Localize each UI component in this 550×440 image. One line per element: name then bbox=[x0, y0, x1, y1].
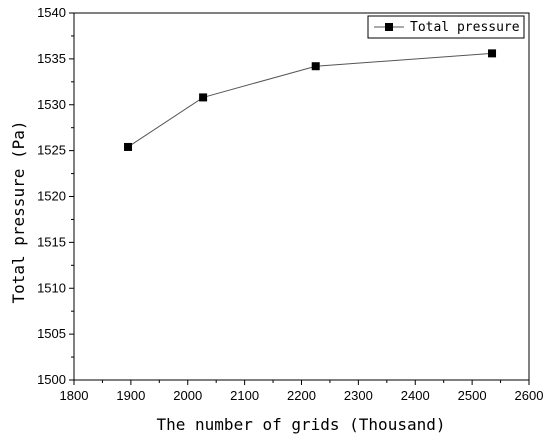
x-tick-label: 1800 bbox=[60, 388, 89, 403]
x-tick-label: 2000 bbox=[173, 388, 202, 403]
y-tick-label: 1540 bbox=[37, 5, 66, 20]
y-tick-label: 1530 bbox=[37, 97, 66, 112]
y-tick-labels: 1500 1505 1510 1515 1520 1525 1530 1535 1540 bbox=[37, 5, 66, 387]
legend-label: Total pressure bbox=[410, 20, 520, 35]
axis-ticks bbox=[69, 12, 530, 385]
series-layer bbox=[124, 49, 497, 151]
x-tick-label: 2200 bbox=[287, 388, 316, 403]
data-point bbox=[488, 49, 497, 58]
x-axis-title: The number of grids (Thousand) bbox=[157, 415, 446, 434]
x-tick-label: 1900 bbox=[116, 388, 145, 403]
y-tick-label: 1500 bbox=[37, 372, 66, 387]
x-tick-label: 2400 bbox=[401, 388, 430, 403]
y-tick-label: 1515 bbox=[37, 234, 66, 249]
x-tick-labels: 1800 1900 2000 2100 2200 2300 2400 2500 2600 bbox=[60, 388, 544, 403]
y-tick-label: 1535 bbox=[37, 51, 66, 66]
x-tick-label: 2100 bbox=[230, 388, 259, 403]
y-axis-title: Total pressure (Pa) bbox=[9, 120, 28, 303]
x-tick-label: 2300 bbox=[344, 388, 373, 403]
y-tick-label: 1525 bbox=[37, 143, 66, 158]
legend-box bbox=[367, 15, 525, 39]
y-tick-label: 1510 bbox=[37, 280, 66, 295]
y-tick-label: 1505 bbox=[37, 326, 66, 341]
series-line bbox=[127, 52, 493, 148]
legend: Total pressure bbox=[367, 15, 525, 39]
plot-frame bbox=[73, 12, 530, 381]
legend-marker bbox=[385, 23, 393, 31]
data-point bbox=[124, 142, 133, 151]
x-tick-label: 2600 bbox=[515, 388, 544, 403]
data-point bbox=[199, 93, 208, 102]
x-tick-label: 2500 bbox=[458, 388, 487, 403]
y-tick-label: 1520 bbox=[37, 189, 66, 204]
data-point bbox=[311, 62, 320, 71]
